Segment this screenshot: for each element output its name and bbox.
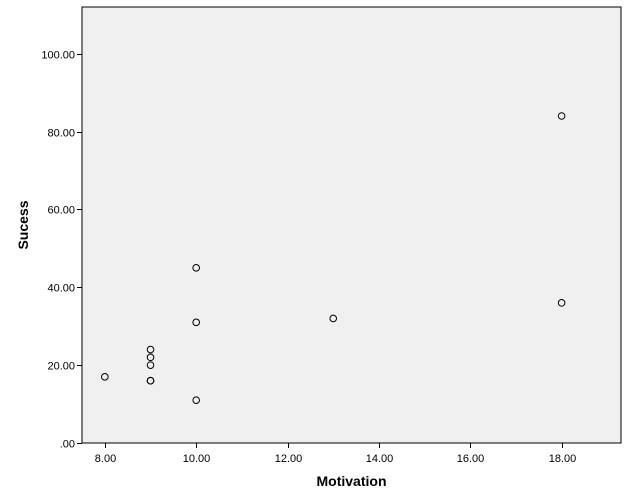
data-point <box>192 396 200 404</box>
data-point <box>146 361 155 369</box>
plot-area <box>81 6 622 444</box>
data-point <box>557 299 566 307</box>
x-tick-label: 18.00 <box>549 453 577 465</box>
y-tick-label: 80.00 <box>47 128 75 140</box>
x-tick-label: 8.00 <box>95 453 116 465</box>
y-axis: .00 20.00 40.00 60.00 80.00 100.00 <box>41 50 82 451</box>
y-tick-label: 60.00 <box>47 205 75 217</box>
x-tick-label: 10.00 <box>183 453 211 465</box>
y-tick-label: 100.00 <box>41 50 75 62</box>
data-point <box>557 112 566 120</box>
y-tick-label: 40.00 <box>47 283 75 295</box>
x-tick-label: 16.00 <box>457 453 485 465</box>
data-point <box>101 373 109 381</box>
y-tick-label: .00 <box>60 439 75 451</box>
y-tick-label: 20.00 <box>47 361 75 373</box>
data-point <box>192 318 200 327</box>
data-point <box>192 264 200 272</box>
x-axis: 8.00 10.00 12.00 14.00 16.00 18.00 <box>95 443 576 465</box>
data-points <box>101 112 566 404</box>
x-tick-label: 14.00 <box>366 453 394 465</box>
x-axis-title: Motivation <box>317 473 387 489</box>
data-point <box>329 314 338 323</box>
x-tick-label: 12.00 <box>275 453 303 465</box>
data-point <box>146 353 155 362</box>
y-axis-title: Sucess <box>15 200 31 249</box>
data-point <box>146 376 155 385</box>
data-point <box>146 345 155 354</box>
